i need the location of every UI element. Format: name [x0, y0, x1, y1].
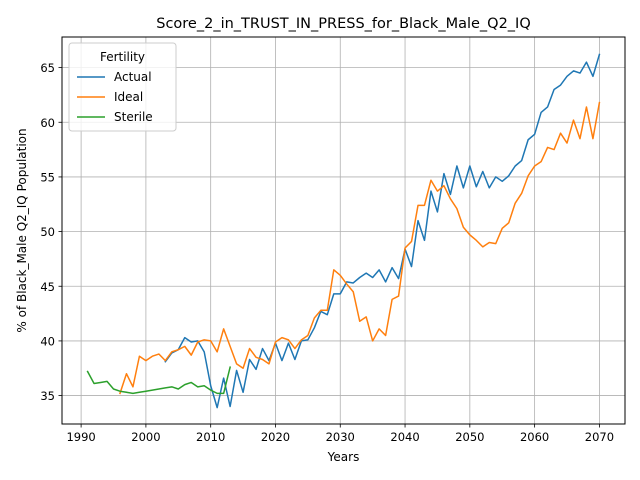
series-line-ideal	[119, 101, 601, 395]
y-tick-label: 40	[40, 334, 55, 348]
chart-title: Score_2_in_TRUST_IN_PRESS_for_Black_Male…	[156, 16, 531, 32]
x-tick-label: 2040	[390, 430, 419, 444]
x-tick-label: 2070	[585, 430, 614, 444]
y-tick-label: 65	[40, 61, 55, 75]
y-tick-label: 50	[40, 225, 55, 239]
y-tick-label: 45	[40, 280, 55, 294]
legend-label-actual: Actual	[114, 70, 152, 84]
x-tick-label: 2050	[455, 430, 484, 444]
legend-label-ideal: Ideal	[114, 90, 143, 104]
series-line-sterile	[86, 366, 232, 395]
x-axis-label: Years	[327, 450, 360, 464]
y-tick-label: 55	[40, 170, 55, 184]
x-tick-label: 2010	[196, 430, 225, 444]
y-tick-label: 35	[40, 389, 55, 403]
y-tick-label: 60	[40, 116, 55, 130]
x-tick-label: 2020	[261, 430, 290, 444]
x-tick-label: 2060	[520, 430, 549, 444]
legend-title: Fertility	[100, 50, 145, 64]
x-tick-label: 2000	[131, 430, 160, 444]
grid	[62, 37, 625, 424]
series-line-actual	[164, 53, 601, 409]
legend-label-sterile: Sterile	[114, 110, 153, 124]
x-tick-label: 1990	[66, 430, 95, 444]
plot-frame	[61, 36, 626, 425]
y-axis-label: % of Black_Male Q2_IQ Population	[15, 128, 29, 332]
x-tick-label: 2030	[326, 430, 355, 444]
series-lines	[86, 53, 601, 409]
legend-box	[68, 42, 177, 132]
legend: Fertility Actual Ideal Sterile	[68, 42, 177, 132]
axis-ticks: 1990 2000 2010 2020 2030 2040 2050 2060 2070 35 40…	[40, 61, 614, 444]
